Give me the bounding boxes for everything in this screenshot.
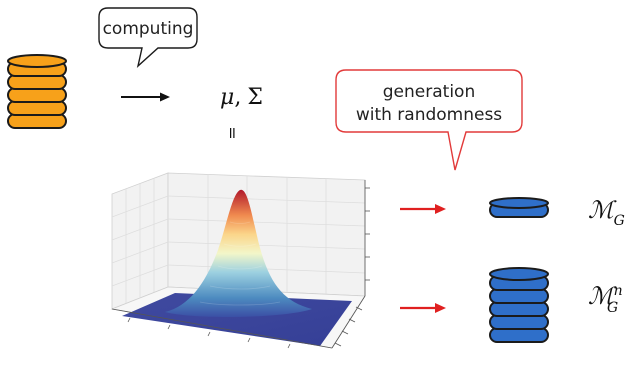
equals-rotated: = — [223, 126, 242, 139]
generation-label-line2: with randomness — [356, 105, 502, 125]
model-multi-label: ℳn — [588, 282, 623, 310]
computing-label: computing — [103, 19, 194, 39]
compute-arrow-icon — [121, 92, 170, 102]
sigma-symbol: Σ — [247, 85, 263, 110]
generation-label-line1: generation — [383, 82, 475, 102]
computing-callout: computing — [98, 7, 198, 68]
model-single-label: ℳG — [588, 196, 625, 229]
model-multi-sub: G — [607, 300, 618, 316]
mu-symbol: μ — [220, 85, 234, 110]
generate-arrow-single-icon — [400, 204, 446, 214]
input-database-icon — [7, 54, 67, 129]
generated-database-single-icon — [489, 197, 549, 218]
stats-label: μ, Σ — [220, 85, 263, 110]
model-single-sub: G — [614, 213, 625, 229]
model-multi-sup: n — [614, 283, 623, 299]
generated-database-multi-icon — [489, 267, 549, 343]
generation-callout: generation with randomness — [335, 69, 523, 171]
generate-arrow-multi-icon — [400, 303, 446, 313]
stats-comma: , — [234, 85, 241, 110]
gaussian-surface-plot — [110, 172, 370, 349]
model-single-base: ℳ — [588, 196, 617, 224]
model-multi-base: ℳ — [588, 282, 617, 310]
